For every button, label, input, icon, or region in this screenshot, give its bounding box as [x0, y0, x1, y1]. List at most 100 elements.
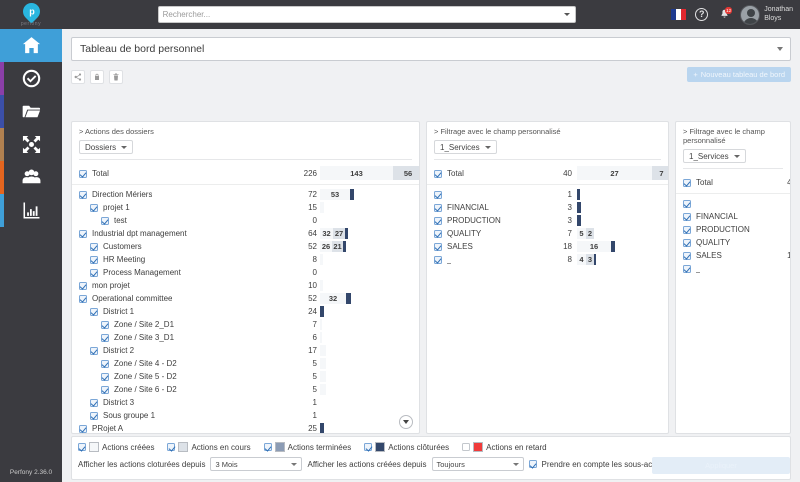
lock-icon[interactable] [90, 70, 104, 84]
tree-row[interactable]: Zone / Site 4 - D2 5 [72, 357, 419, 370]
chevron-down-icon[interactable] [484, 145, 491, 149]
legend-checkbox[interactable] [78, 443, 86, 451]
row-checkbox[interactable] [683, 178, 691, 187]
tree-row[interactable]: projet 1 15 [72, 201, 419, 214]
row-checkbox[interactable] [79, 229, 87, 238]
row-checkbox[interactable] [90, 307, 98, 316]
chevron-down-circle-icon[interactable] [399, 415, 413, 429]
sidebar-item-validation[interactable] [0, 62, 62, 95]
sidebar-item-projects[interactable] [0, 128, 62, 161]
total-row[interactable]: Total 40 2775 [427, 164, 668, 183]
tree-row[interactable]: SALES 18 16 [427, 240, 668, 253]
tree-row[interactable]: Operational committee 52 32 [72, 292, 419, 305]
suboptions-checkbox[interactable] [528, 460, 537, 468]
row-checkbox[interactable] [90, 203, 98, 212]
legend-actions-en-cours[interactable]: Actions en cours [167, 442, 251, 452]
legend-checkbox[interactable] [167, 443, 176, 451]
row-checkbox[interactable] [434, 169, 442, 178]
row-checkbox[interactable] [434, 242, 442, 251]
apply-button[interactable]: Appliquer [652, 457, 790, 474]
tree-row[interactable]: FINANCIAL 3 [676, 210, 790, 223]
tree-row[interactable]: Customers 52 26 21 [72, 240, 419, 253]
legend-checkbox[interactable] [263, 443, 272, 451]
row-checkbox[interactable] [101, 372, 109, 381]
tree-row[interactable]: Industrial dpt management 64 32 27 [72, 227, 419, 240]
row-checkbox[interactable] [683, 238, 691, 247]
chevron-down-icon[interactable] [563, 13, 570, 16]
row-checkbox[interactable] [79, 424, 87, 433]
tree-row[interactable]: District 1 24 [72, 305, 419, 318]
tree-row[interactable]: _ 8 4 3 [427, 253, 668, 266]
tree-row[interactable]: Zone / Site 2_D1 7 [72, 318, 419, 331]
row-checkbox[interactable] [101, 216, 109, 225]
tree-row[interactable]: Process Management 0 [72, 266, 419, 279]
sidebar-item-home[interactable] [0, 29, 62, 62]
row-checkbox[interactable] [434, 190, 442, 199]
row-checkbox[interactable] [90, 255, 98, 264]
row-checkbox[interactable] [434, 255, 442, 264]
row-checkbox[interactable] [683, 199, 691, 208]
row-checkbox[interactable] [90, 411, 98, 420]
tree-row[interactable]: 1 [427, 188, 668, 201]
tree-row[interactable]: PRODUCTION 3 [427, 214, 668, 227]
chevron-down-icon[interactable] [121, 145, 128, 149]
row-checkbox[interactable] [79, 169, 87, 178]
row-checkbox[interactable] [79, 190, 87, 199]
row-checkbox[interactable] [101, 385, 109, 394]
row-checkbox[interactable] [101, 333, 109, 342]
tree-row[interactable]: test 0 [72, 214, 419, 227]
panel-dimension-select[interactable]: 1_Services [434, 140, 497, 154]
search-box[interactable] [157, 6, 576, 23]
chevron-down-icon[interactable] [733, 154, 740, 158]
new-board-button[interactable]: + Nouveau tableau de bord [687, 67, 791, 82]
row-checkbox[interactable] [434, 229, 442, 238]
legend-actions-terminees[interactable]: Actions terminées [263, 442, 351, 452]
tree-row[interactable]: Zone / Site 3_D1 6 [72, 331, 419, 344]
tree-row[interactable]: 1 [676, 197, 790, 210]
created-since-select[interactable]: Toujours [431, 457, 524, 471]
row-checkbox[interactable] [90, 242, 98, 251]
trash-icon[interactable] [109, 70, 123, 84]
tree-row[interactable]: _84 [676, 262, 790, 275]
tree-row[interactable]: Zone / Site 5 - D2 5 [72, 370, 419, 383]
tree-row[interactable]: QUALITY 7 5 2 [427, 227, 668, 240]
tree-row[interactable]: mon projet 10 [72, 279, 419, 292]
chevron-down-icon[interactable] [512, 463, 519, 466]
row-checkbox[interactable] [101, 359, 109, 368]
row-checkbox[interactable] [434, 203, 442, 212]
sidebar-item-documents[interactable] [0, 95, 62, 128]
tree-row[interactable]: Direction Mériers 72 53 [72, 188, 419, 201]
tree-row[interactable]: FINANCIAL 3 [427, 201, 668, 214]
help-icon[interactable]: ? [695, 8, 709, 21]
brand-logo[interactable]: p perfony [0, 0, 62, 29]
row-checkbox[interactable] [79, 294, 87, 303]
closed-since-select[interactable]: 3 Mois [210, 457, 303, 471]
tree-row[interactable]: SALES 18 [676, 249, 790, 262]
panel-dimension-select[interactable]: 1_Services [683, 149, 746, 163]
row-checkbox[interactable] [101, 320, 109, 329]
chevron-down-icon[interactable] [777, 47, 783, 51]
total-row[interactable]: Total 40 [676, 173, 790, 192]
tree-row[interactable]: PRojet A 25 [72, 422, 419, 433]
total-row[interactable]: Total 226 143 56 [72, 164, 419, 183]
legend-actions-cloturees[interactable]: Actions clôturées [364, 442, 449, 452]
row-checkbox[interactable] [90, 346, 98, 355]
tree-row[interactable]: Sous groupe 1 1 [72, 409, 419, 422]
board-title-select[interactable]: Tableau de bord personnel [71, 37, 791, 61]
row-checkbox[interactable] [683, 264, 691, 273]
tree-row[interactable]: Zone / Site 6 - D2 5 [72, 383, 419, 396]
search-input[interactable] [162, 10, 571, 19]
chevron-down-icon[interactable] [291, 463, 298, 466]
legend-checkbox[interactable] [462, 443, 471, 451]
row-checkbox[interactable] [683, 212, 691, 221]
row-checkbox[interactable] [90, 268, 98, 277]
share-icon[interactable] [71, 70, 85, 84]
row-checkbox[interactable] [79, 281, 87, 290]
bell-icon[interactable]: 12 [717, 6, 733, 22]
tree-row[interactable]: HR Meeting 8 [72, 253, 419, 266]
tree-row[interactable]: District 2 17 [72, 344, 419, 357]
legend-actions-creees[interactable]: Actions créées [78, 442, 154, 452]
tree-row[interactable]: District 3 1 [72, 396, 419, 409]
sidebar-item-teams[interactable] [0, 161, 62, 194]
